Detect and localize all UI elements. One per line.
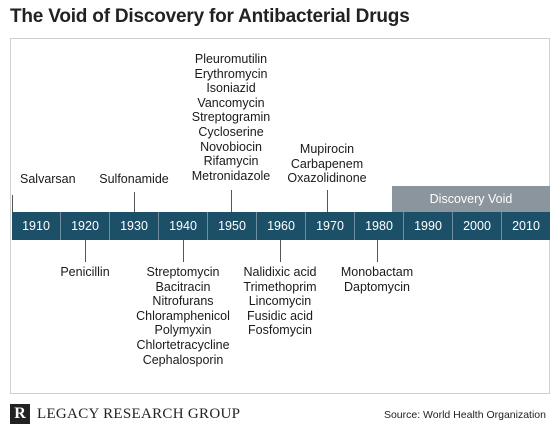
drug-label: Carbapenem bbox=[290, 156, 364, 171]
drug-label: Mupirocin bbox=[299, 142, 355, 156]
decade-1960: 1960 bbox=[256, 212, 305, 240]
brand-mark-icon: R bbox=[10, 404, 30, 424]
tick-sulfonamide bbox=[134, 192, 135, 212]
drug-label: Metronidazole bbox=[191, 168, 271, 183]
drug-label: Salvarsan bbox=[20, 172, 76, 186]
discovery-void-band: Discovery Void bbox=[392, 186, 550, 212]
decade-2000: 2000 bbox=[452, 212, 501, 240]
decade-1940: 1940 bbox=[158, 212, 207, 240]
drug-label: Nalidixic acid bbox=[243, 265, 317, 279]
drug-label: Erythromycin bbox=[194, 66, 268, 81]
drug-label: Chloramphenicol bbox=[136, 308, 230, 323]
tick-1950s-above bbox=[231, 190, 232, 212]
decade-1920: 1920 bbox=[60, 212, 109, 240]
drugs-1940s: Streptomycin Bacitracin Nitrofurans Chlo… bbox=[128, 265, 238, 367]
source-note: Source: World Health Organization bbox=[383, 409, 546, 421]
drug-label: Isoniazid bbox=[206, 81, 256, 96]
drug-label: Lincomycin bbox=[248, 294, 312, 309]
drugs-1910s: Salvarsan bbox=[20, 172, 76, 187]
drug-label: Bacitracin bbox=[155, 279, 211, 294]
drug-label: Cephalosporin bbox=[142, 352, 224, 367]
drug-label: Vancomycin bbox=[197, 95, 265, 110]
drug-label: Cycloserine bbox=[198, 124, 264, 139]
drug-label: Daptomycin bbox=[344, 279, 410, 294]
decade-1930: 1930 bbox=[109, 212, 158, 240]
brand-name: LEGACY RESEARCH GROUP bbox=[37, 405, 241, 422]
drug-label: Streptogramin bbox=[191, 110, 271, 125]
drug-label: Novobiocin bbox=[200, 139, 262, 154]
decade-1990: 1990 bbox=[403, 212, 452, 240]
drugs-1950s: Pleuromutilin Erythromycin Isoniazid Van… bbox=[181, 52, 281, 183]
drug-label: Sulfonamide bbox=[99, 172, 169, 186]
decade-2010: 2010 bbox=[501, 212, 550, 240]
drug-label: Monobactam bbox=[340, 265, 414, 279]
decade-timeline: 1910 1920 1930 1940 1950 1960 1970 1980 … bbox=[12, 212, 550, 240]
drug-label: Rifamycin bbox=[203, 154, 259, 169]
drugs-1930s: Sulfonamide bbox=[94, 172, 174, 187]
decade-1980: 1980 bbox=[354, 212, 403, 240]
tick-1960s-below bbox=[280, 240, 281, 262]
drugs-1960s: Nalidixic acid Trimethoprim Lincomycin F… bbox=[230, 265, 330, 338]
drugs-1970s: Mupirocin Carbapenem Oxazolidinone bbox=[277, 142, 377, 186]
tick-salvarsan bbox=[12, 195, 13, 212]
decade-1910: 1910 bbox=[22, 219, 50, 233]
tick-1970s-above bbox=[327, 190, 328, 212]
drug-label: Chlortetracycline bbox=[136, 337, 230, 352]
drug-label: Oxazolidinone bbox=[287, 171, 367, 186]
page-title: The Void of Discovery for Antibacterial … bbox=[10, 6, 410, 27]
drug-label: Polymyxin bbox=[154, 323, 212, 338]
drug-label: Fusidic acid bbox=[247, 308, 313, 323]
drug-label: Nitrofurans bbox=[152, 294, 214, 309]
tick-1940s-below bbox=[183, 240, 184, 262]
drug-label: Pleuromutilin bbox=[194, 52, 268, 66]
decade-1950: 1950 bbox=[207, 212, 256, 240]
drug-label: Trimethoprim bbox=[243, 279, 317, 294]
drug-label: Penicillin bbox=[60, 265, 110, 279]
decade-1970: 1970 bbox=[305, 212, 354, 240]
brand-logo: R LEGACY RESEARCH GROUP bbox=[10, 404, 240, 424]
drug-label: Streptomycin bbox=[146, 265, 220, 279]
drugs-1920s: Penicillin bbox=[45, 265, 125, 280]
drugs-1980s: Monobactam Daptomycin bbox=[332, 265, 422, 294]
drug-label: Fosfomycin bbox=[248, 323, 312, 338]
tick-penicillin bbox=[85, 240, 86, 262]
tick-1980s-below bbox=[377, 240, 378, 262]
